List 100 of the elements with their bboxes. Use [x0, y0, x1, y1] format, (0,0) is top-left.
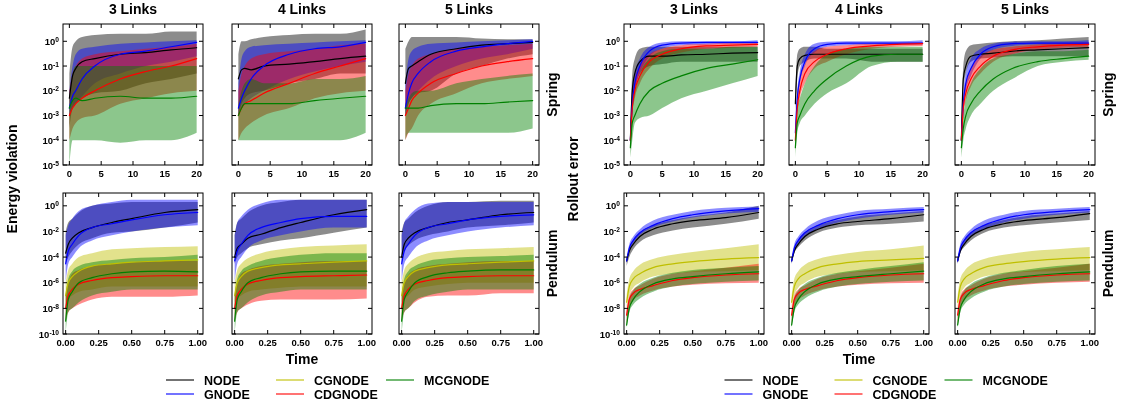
- line-series: [68, 47, 198, 99]
- line-series: [65, 259, 199, 297]
- x-tick-label: 20: [527, 168, 538, 179]
- y2-axis-title: Spring: [1100, 72, 1117, 117]
- y-tick-label: 10$^{-4}$: [42, 134, 60, 146]
- line-series: [68, 57, 198, 117]
- line-series: [65, 275, 199, 309]
- y-tick-label: 10$^{-8}$: [42, 302, 60, 314]
- y-tick-label: 10$^{-6}$: [603, 276, 621, 289]
- line-series: [626, 273, 760, 316]
- y-tick-label: 10$^{-10}$: [599, 328, 621, 340]
- x-tick-label: 15: [1051, 168, 1063, 179]
- y-tick-label: 10$^{0}$: [605, 199, 621, 212]
- x-tick-label: 5: [990, 168, 997, 179]
- y-tick-label: 10$^{0}$: [605, 35, 621, 47]
- legend-label: MCGNODE: [424, 373, 490, 388]
- legend-label: CDGNODE: [872, 387, 937, 402]
- x-tick-label: 0.75: [881, 337, 901, 348]
- y-tick-label: 10$^{0}$: [44, 35, 60, 47]
- x-tick-label: 0.75: [716, 337, 736, 348]
- line-series: [629, 59, 759, 149]
- x-tick-label: 0.00: [225, 337, 244, 348]
- x-tick-label: 0.00: [948, 337, 967, 348]
- x-tick-label: 1.00: [1080, 337, 1099, 348]
- x-tick-label: 0.75: [491, 337, 511, 348]
- x-tick-label: 0.75: [1047, 337, 1067, 348]
- y-tick-label: 10$^{-5}$: [603, 159, 621, 171]
- legend-label: GNODE: [762, 387, 809, 402]
- y-tick-label: 10$^{-2}$: [603, 225, 621, 237]
- x-tick-label: 10: [688, 168, 700, 179]
- x-tick-label: 15: [885, 168, 897, 179]
- x-tick-label: 1.00: [749, 337, 768, 348]
- line-series: [68, 95, 198, 109]
- legend-label: GNODE: [204, 387, 250, 402]
- y-tick-label: 10$^{-6}$: [42, 276, 60, 289]
- legend-label: CGNODE: [872, 373, 928, 388]
- y-tick-label: 10$^{-2}$: [42, 84, 60, 97]
- y2-axis-title: Pendulum: [544, 229, 561, 298]
- y-tick-label: 10$^{-2}$: [603, 84, 621, 97]
- chart-title: 3 Links: [108, 1, 158, 17]
- y-axis-title: Energy violation: [4, 124, 20, 234]
- line-series: [65, 209, 199, 254]
- x-tick-label: 0.00: [782, 337, 801, 348]
- x-tick-label: 0: [958, 168, 965, 179]
- x-tick-label: 10: [463, 168, 475, 179]
- x-tick-label: 10: [296, 168, 308, 179]
- y-tick-label: 10$^{-3}$: [603, 109, 621, 122]
- x-axis-title: Time: [285, 351, 319, 367]
- x-tick-label: 0.25: [815, 337, 835, 348]
- x-tick-label: 0.50: [458, 337, 477, 348]
- y-tick-label: 10$^{-8}$: [603, 302, 621, 314]
- x-tick-label: 5: [434, 168, 441, 179]
- x-tick-label: 0: [66, 168, 73, 179]
- x-tick-label: 10: [1019, 168, 1031, 179]
- x-tick-label: 5: [267, 168, 274, 179]
- x-tick-label: 1.00: [914, 337, 933, 348]
- x-tick-label: 10: [853, 168, 865, 179]
- x-tick-label: 0.25: [425, 337, 445, 348]
- x-tick-label: 0: [402, 168, 409, 179]
- y-tick-label: 10$^{-10}$: [38, 328, 60, 340]
- x-tick-label: 0.25: [89, 337, 109, 348]
- legend-label: NODE: [762, 373, 799, 388]
- x-tick-label: 0: [627, 168, 634, 179]
- x-tick-label: 5: [98, 168, 105, 179]
- y-tick-label: 10$^{-1}$: [42, 60, 60, 72]
- y-tick-label: 10$^{-4}$: [603, 134, 621, 146]
- chart-title: 5 Links: [444, 1, 494, 17]
- legend-label: NODE: [204, 373, 241, 388]
- x-tick-label: 15: [328, 168, 340, 179]
- x-tick-label: 5: [659, 168, 666, 179]
- x-tick-label: 15: [495, 168, 507, 179]
- legend-label: CDGNODE: [314, 387, 378, 402]
- chart-title: 4 Links: [834, 1, 884, 17]
- x-tick-label: 0.25: [258, 337, 278, 348]
- x-tick-label: 0.50: [1014, 337, 1033, 348]
- x-tick-label: 5: [824, 168, 831, 179]
- x-tick-label: 0.25: [981, 337, 1001, 348]
- x-tick-label: 0: [235, 168, 242, 179]
- chart-title: 3 Links: [669, 1, 719, 17]
- y-tick-label: 10$^{-3}$: [42, 109, 60, 122]
- line-series: [626, 257, 760, 303]
- y-axis-title: Rollout error: [565, 136, 581, 222]
- x-tick-label: 0.25: [650, 337, 670, 348]
- x-tick-label: 20: [191, 168, 202, 179]
- x-tick-label: 1.00: [524, 337, 543, 348]
- x-tick-label: 20: [1083, 168, 1094, 179]
- x-tick-label: 0.50: [848, 337, 867, 348]
- y-tick-label: 10$^{-1}$: [603, 60, 621, 72]
- chart-title: 5 Links: [1000, 1, 1050, 17]
- x-axis-title: Time: [842, 351, 876, 367]
- legend-label: CGNODE: [314, 373, 369, 388]
- legend-label: MCGNODE: [982, 373, 1048, 388]
- x-tick-label: 15: [159, 168, 171, 179]
- y2-axis-title: Spring: [544, 72, 561, 117]
- x-tick-label: 15: [720, 168, 732, 179]
- x-tick-label: 0.00: [56, 337, 75, 348]
- x-tick-label: 0.75: [324, 337, 344, 348]
- x-tick-label: 1.00: [357, 337, 376, 348]
- x-tick-label: 0.00: [392, 337, 411, 348]
- x-tick-label: 0.75: [155, 337, 175, 348]
